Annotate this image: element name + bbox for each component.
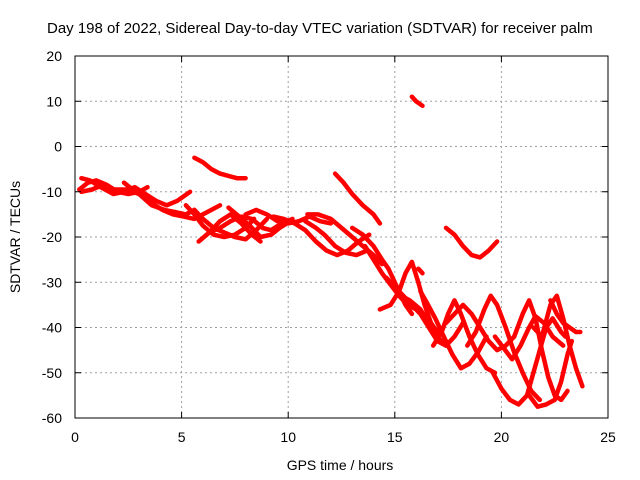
series-trace-30 [192, 155, 248, 181]
y-tick-label: -50 [42, 365, 62, 381]
series-trace-2 [79, 175, 193, 208]
axis-ticks: -60 -50 -40 -30 -20 -10 0 10 20 0 5 10 15 20 25 [42, 48, 616, 445]
y-tick-label: 0 [54, 139, 62, 155]
series-trace-17 [377, 259, 440, 335]
series-trace-8 [196, 212, 263, 244]
series-trace-26 [511, 298, 570, 403]
x-tick-label: 0 [71, 429, 79, 445]
x-tick-label: 25 [600, 429, 616, 445]
series-trace-9 [226, 205, 293, 240]
y-tick-label: -20 [42, 229, 62, 245]
y-tick-label: -60 [42, 410, 62, 426]
y-tick-label: 20 [46, 48, 62, 64]
series-trace-24 [492, 313, 566, 362]
x-tick-label: 20 [494, 429, 510, 445]
series-trace-29 [548, 298, 583, 335]
series-trace-32 [409, 94, 425, 109]
grid [75, 56, 608, 418]
series-trace-14 [332, 171, 383, 226]
series-trace-4 [121, 180, 223, 222]
x-tick-label: 15 [387, 429, 403, 445]
series-trace-27 [526, 338, 575, 409]
data-series [77, 94, 585, 409]
series-trace-19 [398, 293, 466, 348]
series-trace-33 [416, 266, 425, 276]
series-trace-28 [531, 293, 585, 389]
series-trace-12 [303, 218, 370, 258]
y-tick-label: -10 [42, 184, 62, 200]
series-trace-23 [465, 293, 543, 403]
x-axis-label: GPS time / hours [287, 457, 394, 473]
series-trace-20 [418, 289, 489, 371]
series-trace-25 [490, 316, 568, 407]
x-tick-label: 5 [178, 429, 186, 445]
y-tick-label: -40 [42, 320, 62, 336]
series-trace-31 [443, 225, 500, 260]
y-tick-label: 10 [46, 93, 62, 109]
series-trace-7 [207, 214, 295, 235]
y-axis-label: SDTVAR / TECUs [7, 181, 23, 293]
y-tick-label: -30 [42, 274, 62, 290]
series-trace-21 [430, 298, 498, 376]
chart-title: Day 198 of 2022, Sidereal Day-to-day VTE… [47, 20, 593, 37]
series-trace-10 [243, 207, 334, 226]
series-trace-11 [271, 214, 372, 258]
x-tick-label: 10 [280, 429, 296, 445]
